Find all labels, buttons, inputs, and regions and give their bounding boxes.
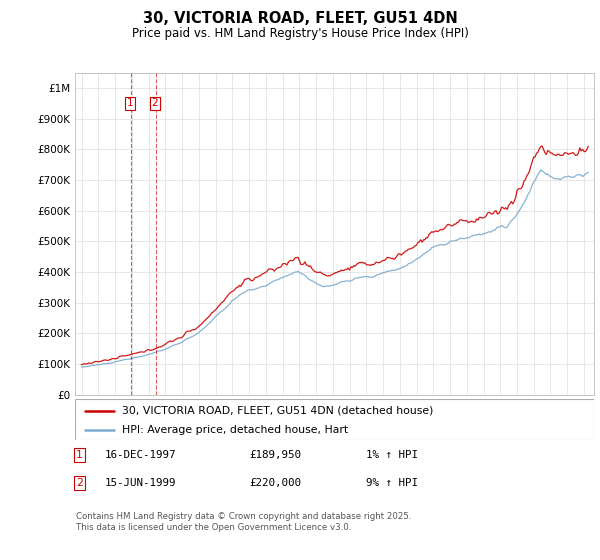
Text: 16-DEC-1997: 16-DEC-1997	[105, 450, 176, 460]
Text: 1: 1	[76, 450, 83, 460]
Text: Price paid vs. HM Land Registry's House Price Index (HPI): Price paid vs. HM Land Registry's House …	[131, 27, 469, 40]
Text: HPI: Average price, detached house, Hart: HPI: Average price, detached house, Hart	[122, 424, 348, 435]
Text: Contains HM Land Registry data © Crown copyright and database right 2025.
This d: Contains HM Land Registry data © Crown c…	[76, 512, 412, 532]
Text: £189,950: £189,950	[249, 450, 301, 460]
Text: 15-JUN-1999: 15-JUN-1999	[105, 478, 176, 488]
Text: 30, VICTORIA ROAD, FLEET, GU51 4DN: 30, VICTORIA ROAD, FLEET, GU51 4DN	[143, 11, 457, 26]
Text: £220,000: £220,000	[249, 478, 301, 488]
Text: 9% ↑ HPI: 9% ↑ HPI	[366, 478, 418, 488]
Text: 1: 1	[127, 99, 133, 109]
Text: 2: 2	[76, 478, 83, 488]
Text: 2: 2	[152, 99, 158, 109]
Text: 30, VICTORIA ROAD, FLEET, GU51 4DN (detached house): 30, VICTORIA ROAD, FLEET, GU51 4DN (deta…	[122, 405, 433, 416]
Text: 1% ↑ HPI: 1% ↑ HPI	[366, 450, 418, 460]
